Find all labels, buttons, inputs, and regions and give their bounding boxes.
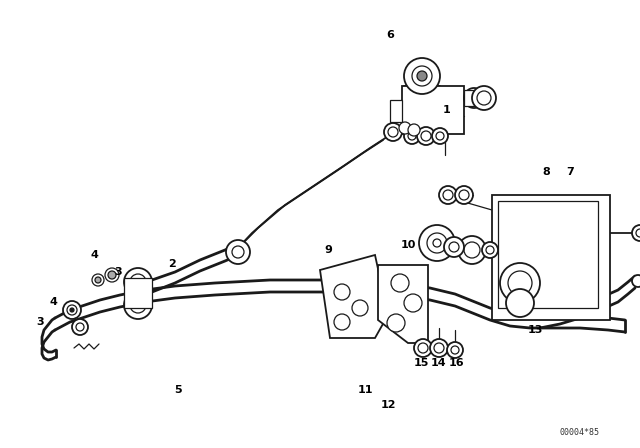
Circle shape	[464, 242, 480, 258]
Circle shape	[334, 314, 350, 330]
Circle shape	[464, 88, 484, 108]
Circle shape	[232, 246, 244, 258]
Polygon shape	[320, 255, 388, 338]
Text: 8: 8	[542, 167, 550, 177]
Text: 3: 3	[36, 317, 44, 327]
Circle shape	[399, 122, 411, 134]
Circle shape	[404, 294, 422, 312]
Circle shape	[477, 91, 491, 105]
Circle shape	[430, 339, 448, 357]
Circle shape	[72, 319, 88, 335]
Circle shape	[506, 289, 534, 317]
Text: 6: 6	[386, 30, 394, 40]
Text: 2: 2	[168, 259, 176, 269]
Circle shape	[417, 127, 435, 145]
Circle shape	[444, 237, 464, 257]
Bar	[124, 278, 152, 308]
Text: 5: 5	[174, 385, 182, 395]
Text: 14: 14	[431, 358, 447, 368]
Circle shape	[451, 346, 459, 354]
Circle shape	[427, 233, 447, 253]
Text: 10: 10	[400, 240, 416, 250]
Circle shape	[636, 229, 640, 237]
Circle shape	[449, 242, 459, 252]
Circle shape	[63, 301, 81, 319]
Circle shape	[384, 123, 402, 141]
Text: 3: 3	[114, 267, 122, 277]
Circle shape	[404, 58, 440, 94]
Circle shape	[482, 242, 498, 258]
Text: 4: 4	[90, 250, 98, 260]
Text: 9: 9	[324, 245, 332, 255]
Circle shape	[421, 131, 431, 141]
Circle shape	[436, 132, 444, 140]
Circle shape	[468, 92, 480, 104]
Circle shape	[418, 343, 428, 353]
Circle shape	[130, 274, 146, 290]
Circle shape	[632, 225, 640, 241]
Circle shape	[388, 127, 398, 137]
Circle shape	[124, 268, 152, 296]
Text: 1: 1	[443, 105, 451, 115]
Circle shape	[447, 342, 463, 358]
Bar	[402, 86, 464, 134]
Circle shape	[352, 300, 368, 316]
Circle shape	[508, 271, 532, 295]
Text: 16: 16	[449, 358, 465, 368]
Text: 13: 13	[527, 325, 543, 335]
Circle shape	[434, 343, 444, 353]
Polygon shape	[378, 265, 428, 343]
Circle shape	[92, 274, 104, 286]
Circle shape	[459, 190, 469, 200]
Circle shape	[432, 128, 448, 144]
Bar	[390, 100, 402, 122]
Circle shape	[417, 71, 427, 81]
Circle shape	[414, 339, 432, 357]
Circle shape	[95, 277, 101, 283]
Circle shape	[70, 308, 74, 312]
Circle shape	[408, 124, 420, 136]
Circle shape	[387, 314, 405, 332]
Circle shape	[76, 323, 84, 331]
Bar	[464, 90, 482, 106]
Circle shape	[408, 132, 416, 140]
Circle shape	[472, 86, 496, 110]
Text: 12: 12	[380, 400, 396, 410]
Circle shape	[419, 225, 455, 261]
Text: 11: 11	[357, 385, 372, 395]
Circle shape	[226, 240, 250, 264]
Text: 7: 7	[566, 167, 574, 177]
Bar	[492, 195, 610, 320]
Circle shape	[124, 291, 152, 319]
Circle shape	[404, 128, 420, 144]
Circle shape	[105, 268, 119, 282]
Circle shape	[130, 297, 146, 313]
Circle shape	[443, 190, 453, 200]
Circle shape	[391, 274, 409, 292]
Circle shape	[458, 236, 486, 264]
Circle shape	[433, 239, 441, 247]
Circle shape	[108, 271, 116, 279]
Bar	[498, 201, 598, 308]
Circle shape	[412, 66, 432, 86]
Circle shape	[486, 246, 494, 254]
Circle shape	[67, 305, 77, 315]
Circle shape	[334, 284, 350, 300]
Text: 15: 15	[413, 358, 429, 368]
Text: 00004*85: 00004*85	[560, 427, 600, 436]
Text: 4: 4	[49, 297, 57, 307]
Circle shape	[439, 186, 457, 204]
Circle shape	[632, 275, 640, 287]
Circle shape	[455, 186, 473, 204]
Circle shape	[500, 263, 540, 303]
